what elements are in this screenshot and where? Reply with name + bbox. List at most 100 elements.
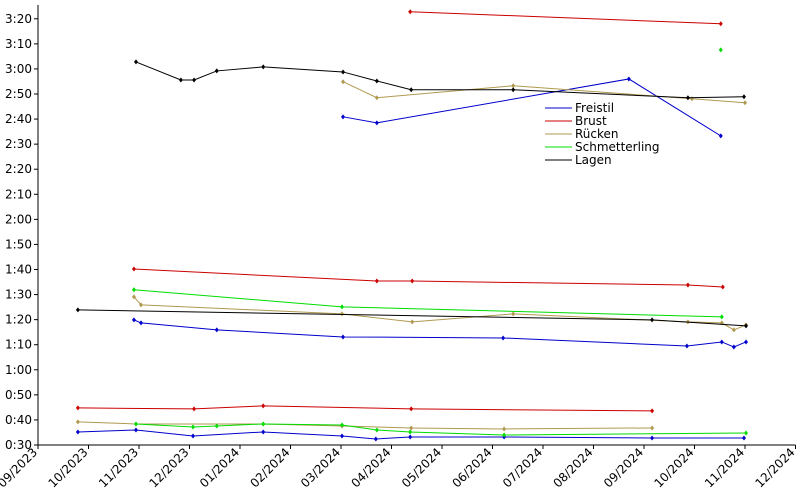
point xyxy=(341,334,346,340)
point xyxy=(650,317,655,323)
point xyxy=(75,307,80,313)
point xyxy=(741,94,746,100)
y-tick-label: 2:20 xyxy=(5,162,32,176)
point xyxy=(408,429,413,435)
point xyxy=(718,21,723,27)
x-tick-label: 03/2024 xyxy=(298,445,343,490)
point xyxy=(131,287,136,293)
y-tick-label: 1:40 xyxy=(5,263,32,277)
point xyxy=(410,319,415,325)
point xyxy=(374,278,379,284)
x-tick-label: 12/2024 xyxy=(752,445,797,490)
point xyxy=(744,339,749,345)
point xyxy=(261,403,266,409)
point xyxy=(192,406,197,412)
point xyxy=(373,436,378,442)
point xyxy=(408,434,413,440)
point xyxy=(340,304,345,310)
point xyxy=(214,327,219,333)
x-tick-label: 04/2024 xyxy=(348,445,393,490)
point xyxy=(374,427,379,433)
x-tick-label: 06/2024 xyxy=(449,445,494,490)
point xyxy=(718,47,723,53)
point xyxy=(743,100,747,106)
point xyxy=(133,421,138,427)
point xyxy=(718,133,723,139)
point xyxy=(731,344,736,350)
y-tick-label: 1:50 xyxy=(5,237,32,251)
y-tick-label: 3:00 xyxy=(5,62,32,76)
point xyxy=(744,323,749,329)
series-line xyxy=(77,78,747,440)
y-tick-label: 2:10 xyxy=(5,187,32,201)
y-tick-label: 1:10 xyxy=(5,338,32,352)
y-tick-label: 2:50 xyxy=(5,87,32,101)
point xyxy=(720,284,725,290)
point xyxy=(685,282,690,288)
x-tick-label: 11/2024 xyxy=(702,445,747,490)
series-line xyxy=(77,81,747,430)
point xyxy=(214,423,219,429)
point xyxy=(502,432,507,438)
point xyxy=(374,95,379,101)
point xyxy=(744,430,749,436)
point xyxy=(374,120,379,126)
y-tick-label: 3:20 xyxy=(5,12,32,26)
point xyxy=(731,327,736,333)
point xyxy=(75,405,80,411)
x-tick-label: 09/2024 xyxy=(601,445,646,490)
point xyxy=(626,76,631,82)
y-tick-label: 0:50 xyxy=(5,388,32,402)
y-tick-label: 1:20 xyxy=(5,313,32,327)
point xyxy=(191,424,196,430)
point xyxy=(719,339,724,345)
point xyxy=(178,77,183,83)
point xyxy=(75,419,80,425)
point xyxy=(133,59,138,65)
point xyxy=(191,433,196,439)
point xyxy=(374,78,379,84)
point xyxy=(133,427,138,433)
point xyxy=(408,9,413,15)
point xyxy=(650,408,655,414)
x-tick-label: 11/2023 xyxy=(96,445,141,490)
point xyxy=(192,77,197,83)
point xyxy=(650,435,655,441)
legend-label: Schmetterling xyxy=(575,140,660,154)
point xyxy=(685,95,690,101)
y-tick-label: 3:10 xyxy=(5,37,32,51)
y-tick-label: 2:40 xyxy=(5,112,32,126)
x-tick-label: 07/2024 xyxy=(500,445,545,490)
point xyxy=(340,311,345,317)
point xyxy=(261,429,266,435)
point xyxy=(409,425,414,431)
point xyxy=(409,87,414,93)
point xyxy=(214,68,219,74)
x-tick-label: 10/2024 xyxy=(651,445,696,490)
point xyxy=(341,114,346,120)
point xyxy=(511,83,516,89)
series-line xyxy=(133,289,747,436)
x-tick-label: 08/2024 xyxy=(550,445,595,490)
y-tick-label: 2:00 xyxy=(5,212,32,226)
point xyxy=(684,343,689,349)
legend-label: Lagen xyxy=(575,153,612,167)
point xyxy=(340,433,345,439)
point xyxy=(75,429,80,435)
point xyxy=(741,435,746,441)
y-tick-label: 1:00 xyxy=(5,363,32,377)
point xyxy=(650,425,655,431)
point xyxy=(409,406,414,412)
point xyxy=(341,79,346,85)
x-tick-label: 12/2023 xyxy=(146,445,191,490)
series-line xyxy=(77,11,723,412)
point xyxy=(502,426,507,432)
point xyxy=(511,87,516,93)
legend-label: Rücken xyxy=(575,127,619,141)
legend-label: Brust xyxy=(575,114,607,128)
point xyxy=(261,64,266,70)
point xyxy=(131,294,136,300)
x-tick-label: 10/2023 xyxy=(45,445,90,490)
point xyxy=(261,421,266,427)
x-tick-label: 02/2024 xyxy=(247,445,292,490)
